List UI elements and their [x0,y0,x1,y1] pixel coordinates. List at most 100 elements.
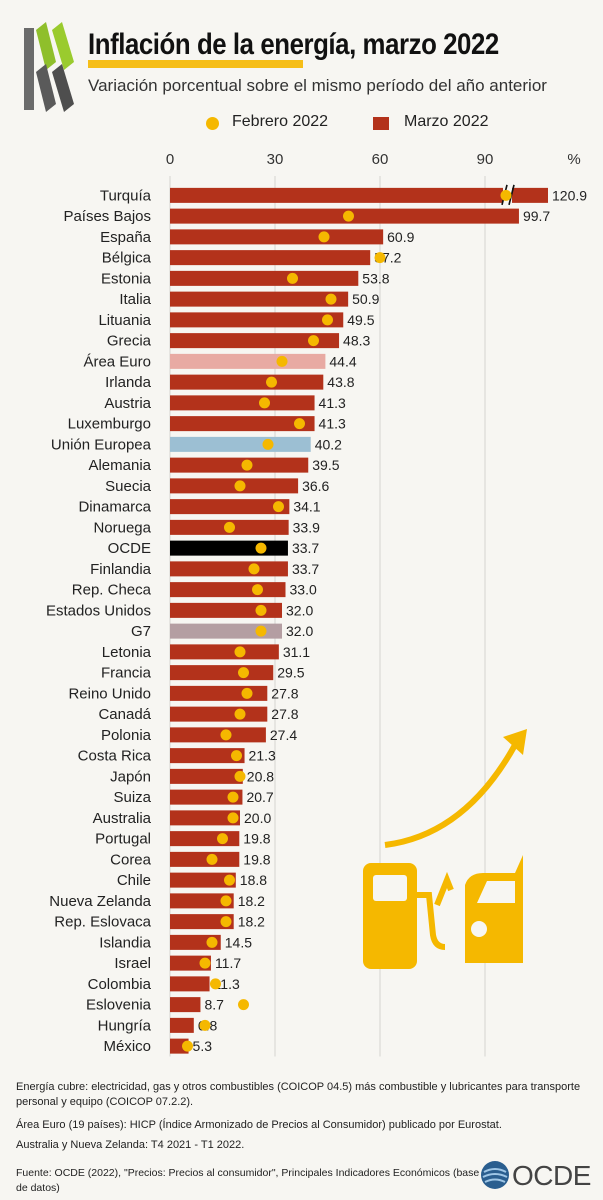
value-label: 33.9 [293,519,320,535]
dot-febrero-2022 [287,272,298,284]
dot-febrero-2022 [224,874,235,886]
value-label: 43.8 [327,374,354,390]
fuel-car-illustration [363,729,527,969]
car-headlight [471,921,487,937]
dot-febrero-2022 [199,1019,211,1031]
category-label: Polonia [101,727,152,744]
value-label: 32.0 [286,623,313,639]
footnote-energy: Energía cubre: electricidad, gas y otros… [16,1081,581,1108]
dot-febrero-2022 [374,252,386,264]
x-tick-label: 60 [372,151,389,168]
dot-febrero-2022 [276,355,288,367]
value-label: 49.5 [347,312,374,328]
value-label: 44.4 [329,353,356,369]
category-label: Nueva Zelanda [49,893,151,910]
bar-marzo-2022 [170,540,288,556]
bar-marzo-2022 [170,623,282,639]
bar-marzo-2022 [170,665,274,681]
category-label: Turquía [100,187,152,204]
car-icon [465,855,523,963]
category-label: Francia [101,665,152,682]
value-label: 41.3 [319,416,346,432]
dot-febrero-2022 [259,397,270,409]
ocde-brand-text: OCDE [512,1160,591,1191]
category-label: Australia [93,810,152,827]
bar-marzo-2022 [170,291,349,307]
value-label: 18.2 [238,914,265,930]
dot-febrero-2022 [220,916,232,928]
dot-febrero-2022 [308,335,319,347]
chart-legend: Febrero 2022 Marzo 2022 [0,112,603,134]
category-label: OCDE [108,540,151,557]
fuel-pump-screen [373,875,407,901]
category-label: Islandia [99,934,151,951]
value-label: 27.4 [270,727,297,743]
value-label: 19.8 [243,831,270,847]
category-label: Países Bajos [63,208,151,225]
bar-marzo-2022 [170,457,309,473]
category-label: Japón [110,768,151,785]
category-label: Lituania [98,312,151,329]
dot-febrero-2022 [234,770,246,782]
bar-marzo-2022 [170,312,344,328]
source-note: Fuente: OCDE (2022), "Precios: Precios a… [16,1167,480,1194]
category-label: España [100,229,152,246]
value-label: 27.8 [271,685,298,701]
footnote-australia-nz: Australia y Nueva Zelanda: T4 2021 - T1 … [16,1139,245,1151]
value-label: 39.5 [312,457,339,473]
dot-febrero-2022 [227,791,239,803]
legend-bar-marker [373,117,389,130]
legend-label-feb: Febrero 2022 [232,113,329,130]
value-label: 11.7 [215,955,241,971]
dot-febrero-2022 [238,999,249,1011]
bar-marzo-2022 [170,976,210,992]
bar-marzo-2022 [170,789,243,805]
bar-marzo-2022 [170,333,340,349]
dot-febrero-2022 [241,687,253,699]
bar-marzo-2022 [170,644,279,660]
value-label: 33.0 [290,582,317,598]
footnote-euro-area: Área Euro (19 países): HICP (Índice Armo… [16,1119,502,1131]
category-label: Eslovenia [86,997,152,1014]
bar-marzo-2022 [170,893,234,909]
page-subtitle: Variación porcentual sobre el mismo perí… [88,76,547,95]
bar-marzo-2022 [170,229,384,245]
globe-icon [481,1161,509,1189]
value-label: 18.2 [238,893,265,909]
bar-marzo-2022 [170,270,359,286]
bar-marzo-2022 [170,955,211,971]
value-label: 20.7 [246,789,273,805]
value-label: 18.8 [240,872,267,888]
dot-febrero-2022 [182,1040,193,1052]
value-label: 20.0 [244,810,271,826]
value-label: 34.1 [293,499,320,515]
x-tick-label: 0 [166,151,174,168]
bar-marzo-2022 [170,353,326,369]
category-label: Estonia [101,270,152,287]
dot-febrero-2022 [262,438,274,450]
dot-febrero-2022 [199,957,211,969]
value-label: 20.8 [247,768,274,784]
category-label: Área Euro [83,353,151,370]
x-unit-label: % [567,151,580,168]
category-label: G7 [131,623,151,640]
category-label: Corea [110,851,152,868]
category-label: Letonia [102,644,152,661]
category-label: Rep. Checa [72,582,152,599]
dot-febrero-2022 [234,646,246,658]
value-label: 11.3 [214,976,240,992]
fuel-nozzle [434,871,454,907]
dot-febrero-2022 [206,853,218,865]
dot-febrero-2022 [238,667,249,679]
bar-marzo-2022 [170,810,240,826]
value-label: 41.3 [319,395,346,411]
bar-marzo-2022 [170,499,290,515]
value-label: 48.3 [343,333,370,349]
dot-febrero-2022 [220,729,232,741]
bar-marzo-2022 [170,831,240,847]
x-tick-label: 30 [267,151,284,168]
dot-febrero-2022 [325,293,337,305]
bar-marzo-2022 [170,582,286,598]
bar-marzo-2022 [170,706,268,722]
value-label: 19.8 [243,851,270,867]
